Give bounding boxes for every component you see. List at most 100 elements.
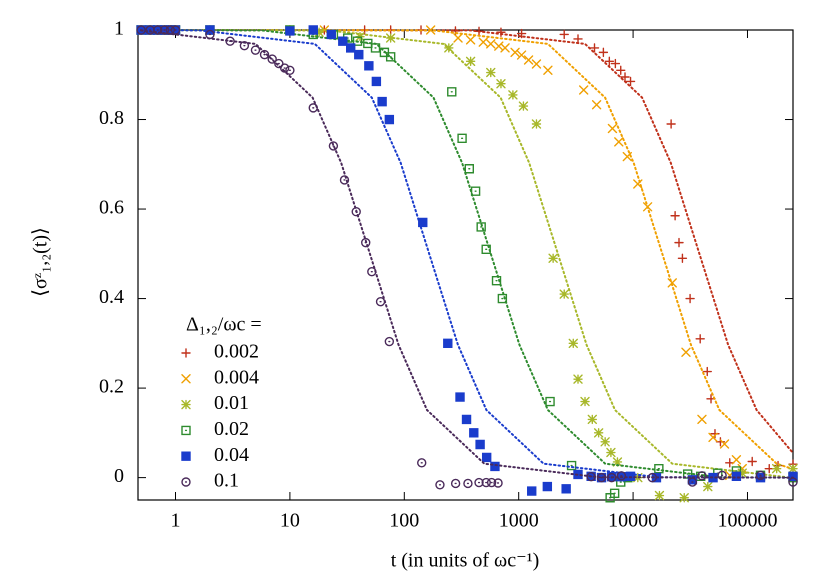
data-point [367, 267, 377, 277]
data-point [677, 253, 688, 263]
data-point [674, 237, 684, 248]
y-tick-label: 1 [114, 18, 124, 40]
data-point [747, 456, 757, 467]
data-point [731, 471, 742, 481]
data-point [548, 253, 558, 263]
data-point [573, 34, 583, 44]
fit-line [140, 29, 794, 479]
data-point [384, 114, 395, 125]
data-point [566, 460, 577, 471]
data-point [788, 463, 798, 474]
data-point [568, 338, 578, 349]
data-point [578, 85, 589, 95]
data-point [225, 36, 235, 46]
data-point [328, 141, 339, 151]
data-point [666, 119, 676, 129]
data-point [612, 457, 623, 467]
data-point [470, 186, 481, 196]
data-point [453, 33, 463, 43]
data-point [606, 472, 617, 483]
data-point [607, 123, 618, 134]
data-point [516, 28, 527, 39]
data-point [461, 414, 472, 425]
data-point [516, 50, 527, 60]
data-point [620, 72, 630, 82]
data-point [447, 87, 457, 97]
data-point [610, 58, 621, 69]
data-point [435, 480, 445, 490]
data-point [455, 392, 465, 402]
data-point [561, 484, 571, 494]
data-point [717, 470, 727, 481]
data-point [379, 47, 390, 58]
data-point [654, 463, 664, 474]
data-point [642, 202, 653, 212]
data-point [385, 33, 396, 43]
data-point [670, 211, 680, 221]
data-point [606, 447, 616, 458]
data-point [486, 477, 497, 488]
data-point [510, 47, 520, 58]
data-point [616, 471, 627, 481]
y-tick-label: 0.6 [99, 197, 124, 219]
data-point [450, 478, 461, 489]
data-point [481, 452, 492, 463]
data-point [719, 439, 730, 449]
data-point [685, 293, 695, 304]
data-point [573, 374, 583, 384]
data-point [647, 472, 657, 483]
data-point [559, 29, 569, 40]
x-tick-label: 100 [389, 510, 419, 532]
data-point [418, 217, 428, 228]
data-point [481, 244, 491, 255]
data-point [493, 478, 503, 488]
data-point [364, 61, 374, 71]
y-tick-label: 0.8 [99, 107, 124, 129]
data-point [476, 222, 486, 232]
x-tick-label: 10 [280, 510, 300, 532]
data-point [352, 36, 363, 46]
data-point [375, 297, 386, 307]
data-point [591, 100, 602, 110]
data-point [465, 35, 476, 45]
data-point [384, 336, 395, 347]
data-point [755, 470, 766, 481]
data-point [308, 25, 318, 35]
data-point [687, 477, 698, 487]
data-point [463, 478, 473, 489]
data-point [465, 56, 476, 67]
data-point [508, 90, 518, 100]
fit-line [140, 29, 794, 479]
data-point [469, 428, 479, 438]
data-point [527, 486, 537, 496]
data-point [425, 25, 436, 35]
data-point [136, 25, 146, 35]
legend-label: 0.01 [214, 392, 249, 414]
data-point [616, 65, 626, 75]
data-point [338, 36, 348, 46]
data-point [153, 25, 163, 35]
data-point [474, 26, 484, 37]
data-point [710, 429, 720, 439]
data-point [654, 490, 665, 501]
data-point [593, 428, 604, 438]
y-tick-label: 0 [114, 465, 124, 487]
data-point [771, 463, 782, 474]
legend-marker [181, 425, 191, 436]
data-point [586, 472, 596, 482]
legend-label: 0.004 [214, 366, 259, 388]
legend-marker [181, 451, 191, 461]
data-point [614, 137, 624, 147]
legend-marker [181, 477, 191, 487]
legend-label: 0.002 [214, 341, 259, 363]
data-point [259, 49, 270, 60]
data-point [486, 39, 496, 49]
data-point [279, 63, 290, 73]
data-point [474, 477, 484, 488]
data-point [559, 289, 569, 299]
data-point [285, 65, 295, 75]
data-point [523, 55, 534, 65]
data-point [361, 237, 371, 248]
data-point [604, 56, 615, 67]
y-axis-label: ⟨σᶻ₁,₂(t)⟩ [30, 227, 52, 297]
